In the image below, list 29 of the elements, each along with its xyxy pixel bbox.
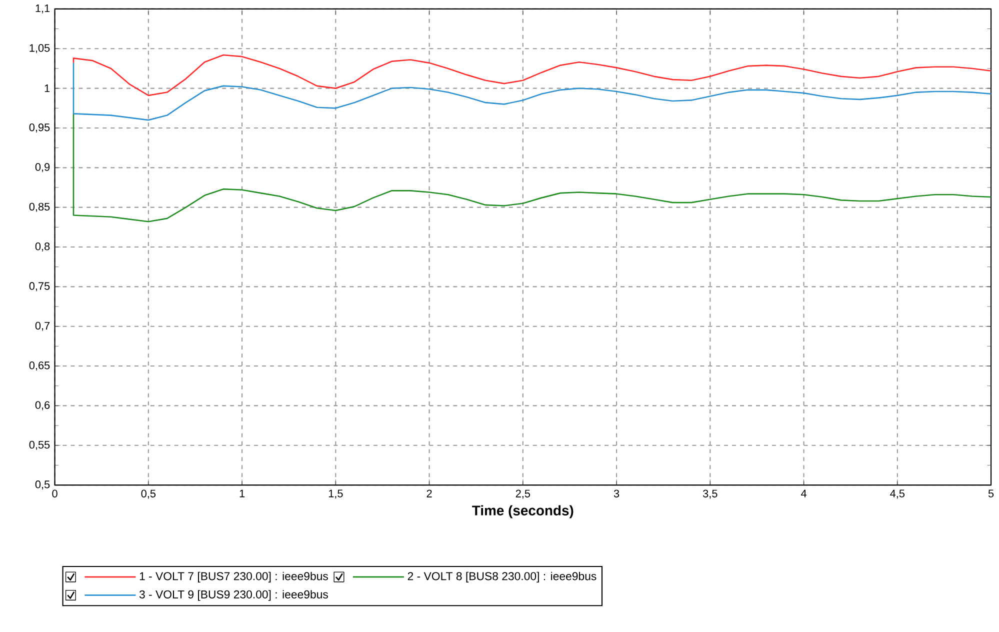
x-tick-label: 5 bbox=[988, 490, 994, 498]
y-tick-label: 1,1 bbox=[36, 4, 50, 14]
x-axis-title: Time (seconds) bbox=[472, 504, 574, 518]
x-tick-label: 2 bbox=[426, 490, 432, 498]
line-series bbox=[72, 54, 992, 96]
x-tick-label: 4,5 bbox=[890, 490, 905, 498]
y-tick-label: 1 bbox=[44, 84, 50, 92]
y-tick-label: 0,55 bbox=[29, 440, 50, 450]
y-tick-label: 0,6 bbox=[35, 400, 50, 410]
x-tick-label: 0,5 bbox=[141, 490, 156, 499]
x-tick-label: 2,5 bbox=[516, 490, 530, 499]
y-tick-label: 1,05 bbox=[30, 44, 50, 53]
x-tick-label: 3,5 bbox=[703, 490, 718, 499]
y-tick-label: 0,8 bbox=[35, 242, 50, 252]
y-tick-label: 0,85 bbox=[29, 202, 50, 212]
y-tick-label: 0,5 bbox=[35, 480, 50, 490]
x-tick-label: 1,5 bbox=[328, 490, 343, 498]
y-tick-label: 0,75 bbox=[29, 282, 50, 291]
x-tick-label: 1 bbox=[240, 490, 245, 498]
y-tick-label: 0,65 bbox=[29, 361, 50, 370]
y-tick-label: 0,9 bbox=[35, 162, 50, 172]
x-tick-label: 0 bbox=[52, 490, 58, 498]
legend-label: 2 - VOLT 8 [BUS8 230.00] : ieee9bus bbox=[408, 572, 596, 582]
y-tick-label: 0,7 bbox=[35, 322, 50, 331]
legend-label: 1 - VOLT 7 [BUS7 230.00] : ieee9bus bbox=[140, 572, 328, 582]
legend-label: 3 - VOLT 9 [BUS9 230.00] : ieee9bus bbox=[139, 590, 328, 600]
y-tick-label: 0,95 bbox=[29, 123, 50, 132]
x-tick-label: 4 bbox=[801, 490, 806, 498]
x-tick-label: 3 bbox=[614, 490, 620, 498]
